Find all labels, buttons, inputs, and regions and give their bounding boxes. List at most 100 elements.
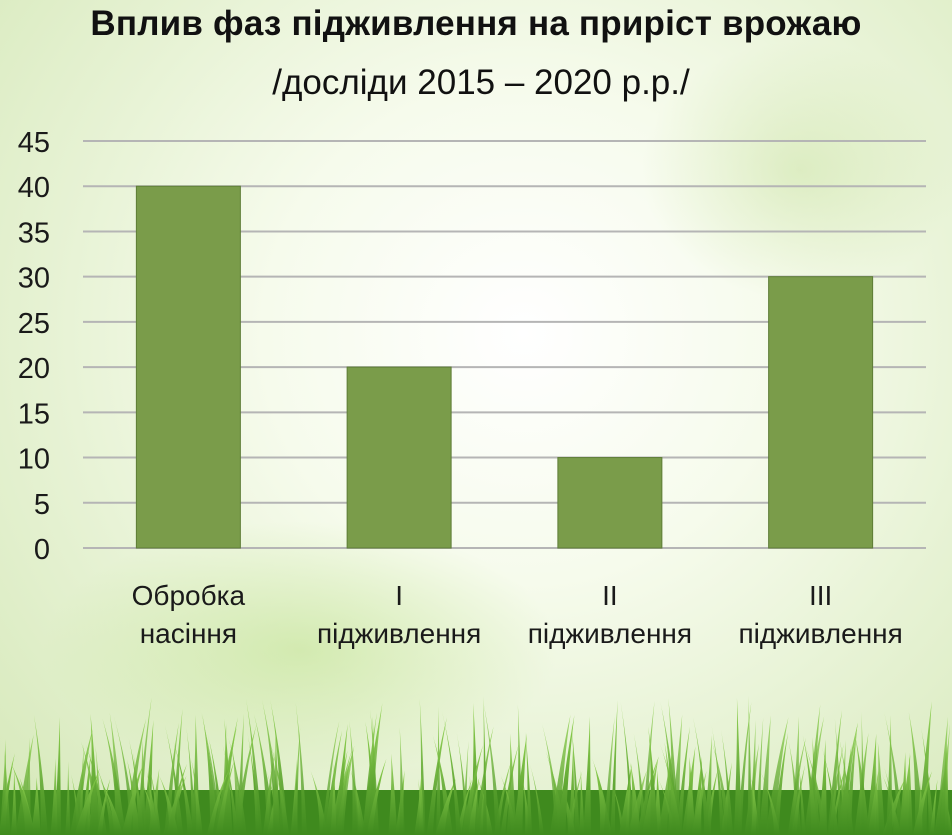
grass-blade — [703, 735, 712, 835]
x-tick-label: І — [395, 580, 403, 611]
grass-blade — [388, 753, 398, 835]
background-glow — [640, 40, 952, 300]
grass-blade — [128, 737, 144, 835]
grass-blade — [50, 758, 58, 835]
grass-blade — [310, 771, 328, 835]
grass-blade — [482, 697, 501, 835]
grass-blade — [121, 764, 144, 835]
grass-blade — [102, 718, 126, 835]
grass-blade — [30, 776, 41, 835]
grass-blade — [9, 761, 35, 835]
grass-blade — [837, 722, 859, 835]
y-tick-label: 25 — [18, 308, 50, 340]
grass-blade — [860, 711, 866, 835]
chart-subtitle: /досліди 2015 – 2020 р.р./ — [272, 63, 690, 102]
grass-blade — [797, 756, 806, 835]
grass-blade — [620, 701, 635, 835]
grass-blade — [755, 717, 764, 835]
x-tick-label: Обробка — [132, 580, 246, 611]
grass-blade — [583, 716, 592, 835]
grass-blade — [721, 729, 734, 835]
grass-blade — [95, 763, 116, 835]
bar — [346, 366, 452, 549]
y-tick-label: 30 — [18, 263, 50, 295]
grass-blade — [292, 727, 301, 835]
grass-blade — [921, 727, 935, 835]
grass-blade — [711, 739, 732, 835]
grass-blade — [74, 775, 98, 835]
grass-blade — [467, 777, 480, 835]
y-tick-label: 45 — [18, 127, 50, 159]
y-tick-label: 0 — [34, 534, 50, 566]
x-tick-label: насіння — [140, 618, 237, 649]
grass-blade — [202, 713, 219, 835]
grass-blade — [268, 738, 290, 835]
grass-blade — [567, 771, 583, 835]
grass-blade — [441, 710, 462, 835]
grass-blade — [245, 698, 263, 835]
grass-blade — [324, 730, 343, 835]
grass-blade — [10, 768, 17, 835]
x-tick-label: ІІ — [602, 580, 618, 611]
grass-blade — [215, 760, 235, 835]
grass-blade — [787, 737, 807, 835]
grass-blade — [633, 733, 647, 835]
grass-blade — [148, 768, 160, 835]
grass-blade — [885, 715, 893, 835]
grass-blade — [89, 713, 100, 835]
grass-blade — [96, 778, 111, 835]
grass-blade — [747, 695, 752, 835]
grass-blade — [804, 743, 828, 835]
grass-decoration — [0, 695, 952, 835]
grass-blade — [33, 714, 48, 835]
grass-blade — [571, 723, 580, 835]
grass-blade — [603, 716, 615, 835]
grass-blade — [65, 761, 71, 835]
y-tick-label: 20 — [18, 353, 50, 385]
grass-blade — [529, 764, 544, 835]
grass-blade — [898, 751, 907, 835]
y-tick-label: 40 — [18, 172, 50, 204]
grass-blade — [929, 779, 938, 835]
grass-blade — [711, 724, 725, 835]
grass-blade — [549, 714, 571, 835]
grass-blade — [461, 745, 484, 835]
grass-blade — [939, 778, 952, 835]
grass-blade — [221, 738, 239, 835]
grass-blade — [685, 756, 696, 835]
grass-blade — [70, 728, 93, 835]
grass-blade — [681, 746, 696, 835]
y-tick-label: 35 — [18, 217, 50, 249]
grass-blade — [641, 701, 655, 835]
grass-blade — [366, 758, 387, 835]
grass-blade — [171, 735, 194, 835]
grass-blade — [664, 741, 677, 835]
grass-blade — [625, 773, 631, 835]
grass-blade — [760, 770, 781, 835]
grass-blade — [335, 745, 355, 835]
bar — [135, 185, 241, 549]
x-tick-label: підживлення — [528, 618, 692, 649]
grass-blade — [166, 763, 188, 835]
grass-blade — [676, 726, 690, 835]
grass-blade — [867, 770, 879, 835]
grass-blade — [525, 731, 533, 835]
grass-blade — [828, 743, 844, 835]
grass-blade — [456, 779, 473, 835]
grass-blade — [737, 701, 752, 835]
grass-blade — [648, 726, 658, 835]
grass-blade — [84, 739, 108, 835]
grass-blade — [418, 778, 424, 835]
grass-blade — [362, 712, 382, 835]
grass-blade — [733, 697, 742, 835]
grass-blade — [99, 778, 123, 835]
grass-blade — [758, 715, 771, 835]
grass-blade — [0, 739, 7, 835]
bar — [557, 457, 663, 549]
grass-blade — [214, 726, 237, 835]
grass-blade — [641, 756, 659, 835]
grass-blade — [827, 710, 843, 835]
grass-blade — [802, 735, 819, 835]
bar — [768, 276, 874, 549]
grass-blade — [164, 724, 184, 835]
